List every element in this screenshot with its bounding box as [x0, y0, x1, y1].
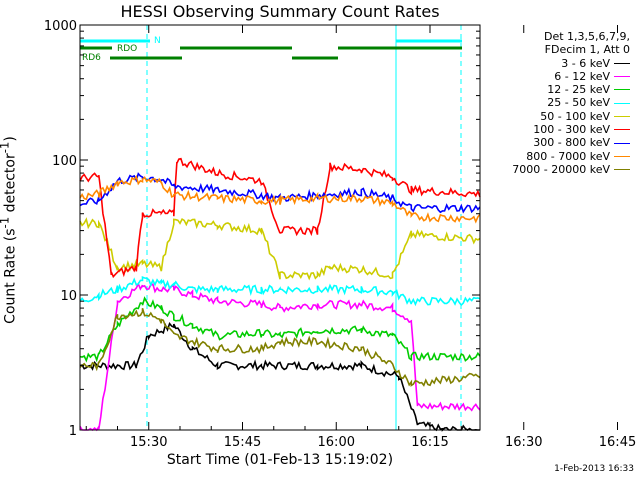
legend-swatch	[614, 102, 630, 104]
legend-swatch	[614, 155, 630, 157]
series-line-4	[79, 217, 481, 281]
legend-item-6: 300 - 800 keV	[470, 136, 630, 149]
legend-swatch	[614, 76, 630, 78]
legend-label: 50 - 100 keV	[540, 109, 610, 123]
legend-label: 300 - 800 keV	[533, 136, 610, 150]
legend-label: 800 - 7000 keV	[526, 149, 610, 163]
y-axis-label: Count Rate (s-1 detector-1)	[0, 136, 19, 324]
series-line-1	[79, 281, 481, 432]
plot-frame	[79, 24, 481, 431]
legend-swatch	[614, 62, 630, 64]
series-line-2	[79, 296, 481, 363]
legend-swatch	[614, 142, 630, 144]
legend-item-2: 12 - 25 keV	[470, 83, 630, 96]
legend-label: 6 - 12 keV	[554, 69, 610, 83]
series-line-5	[79, 157, 481, 279]
legend-label: 12 - 25 keV	[547, 83, 610, 97]
series-line-3	[79, 276, 481, 307]
y-tick-label: 1000	[44, 19, 77, 34]
series-line-0	[79, 322, 480, 432]
y-tick-label: 10	[60, 289, 77, 304]
legend-item-5: 100 - 300 keV	[470, 123, 630, 136]
legend-item-3: 25 - 50 keV	[470, 96, 630, 109]
legend-label: 25 - 50 keV	[547, 96, 610, 110]
chart-title: HESSI Observing Summary Count Rates	[120, 2, 440, 21]
legend-label: 100 - 300 keV	[533, 123, 610, 137]
top-label: N	[154, 36, 161, 46]
x-tick-label: 16:45	[599, 435, 636, 450]
legend-swatch	[614, 89, 630, 91]
legend-item-7: 800 - 7000 keV	[470, 150, 630, 163]
legend-item-1: 6 - 12 keV	[470, 70, 630, 83]
x-tick-label: 16:30	[505, 435, 542, 450]
legend-header-1: Det 1,3,5,6,7,9,	[543, 30, 630, 43]
top-label: RDO	[117, 44, 137, 54]
top-label: RD6	[82, 53, 101, 63]
legend-label: 7000 - 20000 keV	[512, 162, 610, 176]
y-tick-label: 100	[52, 154, 77, 169]
x-tick-label: 16:00	[318, 435, 355, 450]
legend: Det 1,3,5,6,7,9, FDecim 1, Att 0 3 - 6 k…	[470, 30, 630, 176]
x-tick-label: 15:30	[130, 435, 167, 450]
legend-item-8: 7000 - 20000 keV	[470, 163, 630, 176]
date-stamp: 1-Feb-2013 16:33	[554, 464, 634, 474]
series-line-7	[79, 174, 481, 224]
series-line-6	[79, 172, 481, 214]
legend-item-4: 50 - 100 keV	[470, 110, 630, 123]
legend-header-2: FDecim 1, Att 0	[544, 43, 630, 57]
legend-item-0: 3 - 6 keV	[470, 57, 630, 70]
legend-label: 3 - 6 keV	[561, 56, 610, 70]
legend-swatch	[614, 115, 630, 117]
y-tick-label: 1	[69, 424, 77, 439]
series-line-8	[79, 307, 481, 387]
x-tick-label: 15:45	[224, 435, 261, 450]
x-tick-label: 16:15	[411, 435, 448, 450]
legend-swatch	[614, 129, 630, 131]
legend-swatch	[614, 169, 630, 171]
x-axis-label: Start Time (01-Feb-13 15:19:02)	[166, 452, 394, 468]
